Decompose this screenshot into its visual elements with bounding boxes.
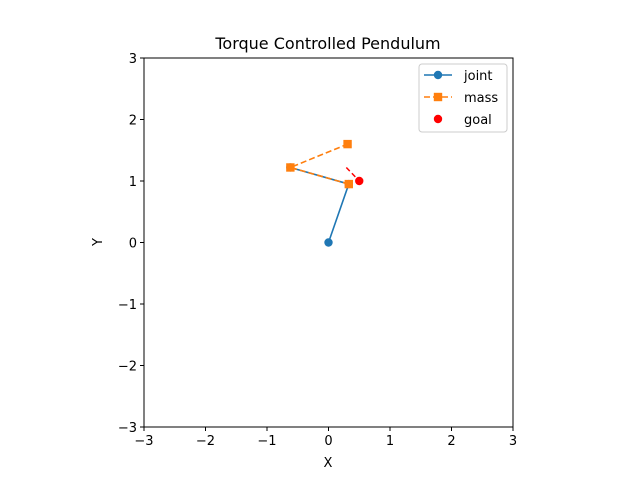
series-line-mass bbox=[287, 143, 350, 185]
legend-entry-goal: goal bbox=[433, 113, 492, 128]
point-mass bbox=[343, 139, 352, 149]
chart-marks bbox=[286, 139, 364, 247]
legend-marker bbox=[433, 70, 443, 80]
legend-marker bbox=[433, 114, 443, 124]
legend-entry-mass: mass bbox=[424, 91, 498, 106]
x-tick-label: 1 bbox=[386, 434, 394, 449]
x-tick-label: −1 bbox=[257, 434, 276, 449]
point-mass bbox=[286, 163, 295, 172]
x-tick-label: −2 bbox=[196, 434, 215, 449]
y-tick-label: −2 bbox=[118, 360, 137, 375]
legend-label: goal bbox=[464, 113, 492, 128]
point-mass bbox=[344, 179, 353, 189]
x-tick-label: 2 bbox=[447, 434, 455, 449]
y-tick-label: 0 bbox=[129, 237, 137, 252]
y-tick-label: 2 bbox=[129, 114, 137, 129]
series-mass bbox=[286, 139, 353, 189]
x-axis-label: X bbox=[324, 456, 333, 471]
point-goal bbox=[355, 176, 364, 186]
legend-marker bbox=[433, 92, 443, 102]
x-tick-label: 3 bbox=[509, 434, 517, 449]
x-tick-label: 0 bbox=[324, 434, 332, 449]
y-tick-label: 1 bbox=[129, 175, 137, 190]
legend-box bbox=[418, 63, 508, 133]
chart-title: Torque Controlled Pendulum bbox=[214, 34, 440, 53]
point-joint bbox=[324, 238, 333, 247]
x-axis-ticks: −3 −2 −1 0 1 2 3 bbox=[134, 427, 517, 449]
y-axis-ticks: −3 −2 −1 0 1 2 3 bbox=[118, 52, 144, 436]
legend-entry-joint: joint bbox=[424, 69, 493, 84]
y-tick-label: −3 bbox=[118, 421, 137, 436]
legend-label: joint bbox=[463, 69, 493, 84]
legend-label: mass bbox=[464, 91, 498, 106]
goal-direction-line bbox=[345, 166, 360, 182]
y-tick-label: −1 bbox=[118, 298, 137, 313]
series-goal bbox=[355, 176, 364, 186]
legend: joint mass goal bbox=[418, 63, 508, 133]
x-tick-label: −3 bbox=[134, 434, 153, 449]
y-axis-label: Y bbox=[91, 238, 106, 247]
y-tick-label: 3 bbox=[129, 52, 137, 67]
